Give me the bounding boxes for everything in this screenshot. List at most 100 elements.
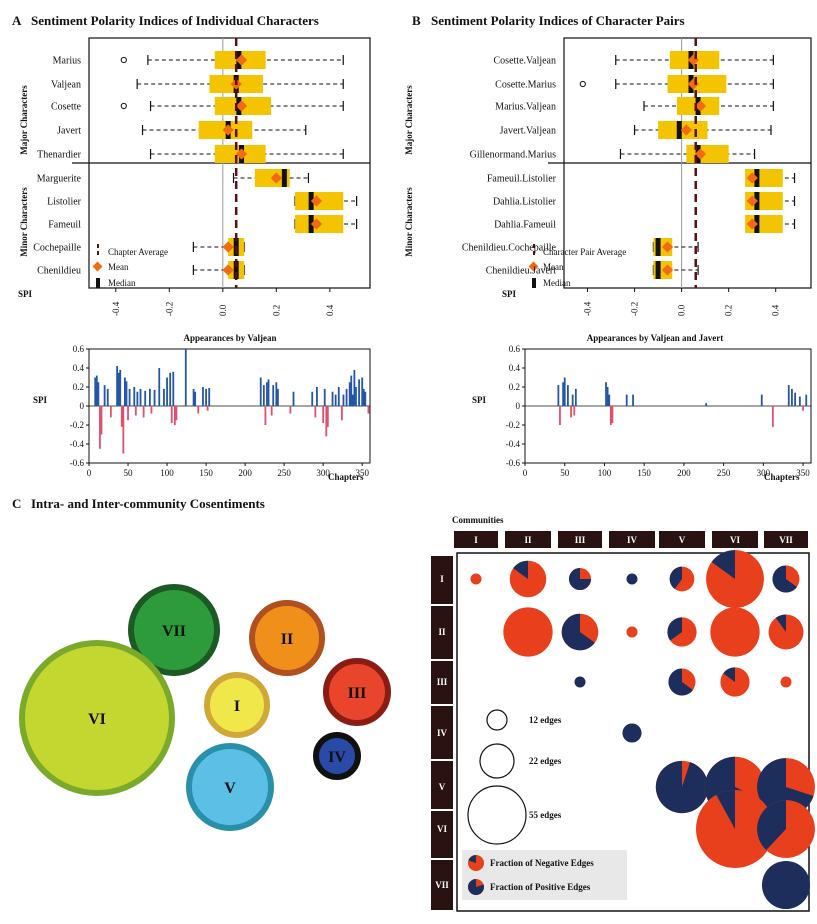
panel-a-title: Sentiment Polarity Indices of Individual… bbox=[31, 13, 319, 28]
positive-bar bbox=[351, 394, 354, 406]
pie-legend: Fraction of Negative Edges Fraction of P… bbox=[462, 850, 627, 900]
category-label: Fameuil bbox=[48, 220, 81, 231]
positive-bar bbox=[334, 394, 337, 406]
x-tick-label: 100 bbox=[160, 468, 174, 478]
pie-positive-slice bbox=[761, 860, 811, 910]
positive-bar bbox=[760, 394, 763, 406]
positive-bar bbox=[275, 382, 278, 406]
legend-mean-swatch bbox=[92, 261, 103, 272]
valjean-javert-chart-xlabel: Chapters bbox=[764, 472, 800, 482]
category-label: Cosette bbox=[51, 102, 82, 113]
pie-positive-slice bbox=[626, 573, 638, 585]
positive-bar bbox=[103, 385, 106, 406]
x-tick-label: 350 bbox=[355, 468, 369, 478]
category-label: Listolier bbox=[47, 197, 82, 208]
panel-a-boxplot: Major Characters Minor Characters SPI Ch… bbox=[18, 37, 371, 316]
x-tick-label: 300 bbox=[757, 468, 771, 478]
category-label: Chenildieu.Cochepaille bbox=[462, 243, 557, 254]
y-tick-label: 0.6 bbox=[73, 344, 85, 354]
row-header-box bbox=[431, 860, 453, 910]
positive-bar bbox=[95, 375, 98, 406]
positive-bar bbox=[128, 388, 131, 406]
y-tick-label: 0.6 bbox=[509, 344, 521, 354]
mean-marker bbox=[270, 172, 282, 184]
panel-b-major-label: Major Characters bbox=[404, 85, 414, 155]
valjean-appearances-chart: Appearances by Valjean SPI Chapters 0.6 0… bbox=[33, 333, 371, 482]
community-bubble-I bbox=[204, 672, 270, 738]
mean-marker bbox=[310, 218, 323, 230]
legend-pair-average-text: Character Pair Average bbox=[543, 247, 626, 257]
row-header-box bbox=[431, 761, 453, 809]
x-tick-label: -0.2 bbox=[164, 302, 174, 316]
median-bar bbox=[655, 238, 661, 256]
row-header-IV: IV bbox=[437, 728, 448, 738]
x-tick-label: 0.4 bbox=[325, 304, 335, 316]
pie-IV-IV bbox=[622, 723, 642, 743]
pie-positive-slice bbox=[622, 723, 642, 743]
pie-V-V bbox=[655, 760, 709, 814]
positive-bar bbox=[292, 391, 295, 406]
pie-positive-slice bbox=[468, 855, 476, 863]
community-bubble-V bbox=[186, 743, 274, 831]
row-header-V: V bbox=[439, 782, 446, 792]
category-label: Dahlia.Listolier bbox=[493, 197, 557, 208]
y-tick-label: 0.4 bbox=[73, 363, 85, 373]
negative-bar bbox=[270, 406, 273, 416]
positive-bar bbox=[119, 369, 122, 406]
pie-positive-slice bbox=[757, 758, 814, 816]
x-tick-label: 100 bbox=[598, 468, 612, 478]
row-header-box bbox=[431, 706, 453, 759]
pie-I-V bbox=[669, 566, 695, 592]
y-tick-label: 0.4 bbox=[509, 363, 521, 373]
community-label-II: II bbox=[281, 631, 293, 648]
x-tick-label: 0 bbox=[87, 468, 92, 478]
pie-positive-slice bbox=[668, 668, 693, 696]
legend-positive-pie bbox=[468, 879, 484, 895]
pie-I-I bbox=[470, 573, 482, 585]
panel-b-title: Sentiment Polarity Indices of Character … bbox=[431, 13, 685, 28]
y-tick-label: 0.2 bbox=[509, 382, 520, 392]
x-tick-label: 300 bbox=[316, 468, 330, 478]
y-tick-label: 0 bbox=[516, 401, 521, 411]
panel-a-xlabel: SPI bbox=[18, 289, 33, 299]
positive-bar bbox=[208, 387, 211, 406]
pie-I-VI bbox=[706, 550, 764, 608]
panel-a-minor-label: Minor Characters bbox=[19, 187, 29, 257]
positive-bar bbox=[571, 394, 574, 406]
negative-bar bbox=[314, 406, 317, 418]
positive-bar bbox=[169, 372, 172, 406]
community-label-VII: VII bbox=[162, 623, 186, 640]
positive-bar bbox=[562, 382, 565, 406]
pie-positive-slice bbox=[772, 565, 797, 593]
legend-b-median-swatch bbox=[532, 278, 536, 288]
legend-12-edges-circle bbox=[486, 709, 508, 731]
category-label: Valjean bbox=[51, 80, 81, 91]
panel-b-legend: Character Pair Average Mean Median bbox=[528, 244, 626, 288]
pie-II-IV bbox=[626, 626, 638, 638]
column-header-IV: IV bbox=[627, 535, 638, 545]
positive-bar bbox=[192, 388, 195, 406]
negative-bar bbox=[122, 406, 125, 454]
positive-bar bbox=[563, 377, 566, 406]
legend-negative-pie bbox=[468, 855, 484, 871]
category-label: Marius bbox=[53, 56, 81, 67]
negative-bar bbox=[150, 406, 153, 414]
positive-bar bbox=[362, 388, 365, 406]
panel-a-major-label: Major Characters bbox=[19, 85, 29, 155]
category-label: Chenildieu bbox=[37, 266, 81, 277]
pie-negative-slice bbox=[503, 607, 553, 657]
community-bubble-II bbox=[249, 600, 325, 676]
positive-bar bbox=[97, 382, 100, 406]
panel-b-boxplot: Major Characters Minor Characters SPI Ch… bbox=[404, 37, 812, 316]
legend-b-mean-swatch bbox=[528, 261, 539, 272]
pie-II-III bbox=[561, 613, 599, 651]
panel-c-letter: C bbox=[12, 496, 21, 511]
positive-bar bbox=[311, 391, 314, 406]
negative-bar bbox=[173, 406, 176, 425]
positive-bar bbox=[276, 388, 279, 406]
pie-positive-slice bbox=[655, 760, 709, 814]
pie-VI-VI bbox=[696, 790, 774, 868]
pie-VII-VII bbox=[761, 860, 811, 910]
negative-bar bbox=[197, 406, 200, 414]
pie-positive-slice bbox=[775, 614, 786, 632]
